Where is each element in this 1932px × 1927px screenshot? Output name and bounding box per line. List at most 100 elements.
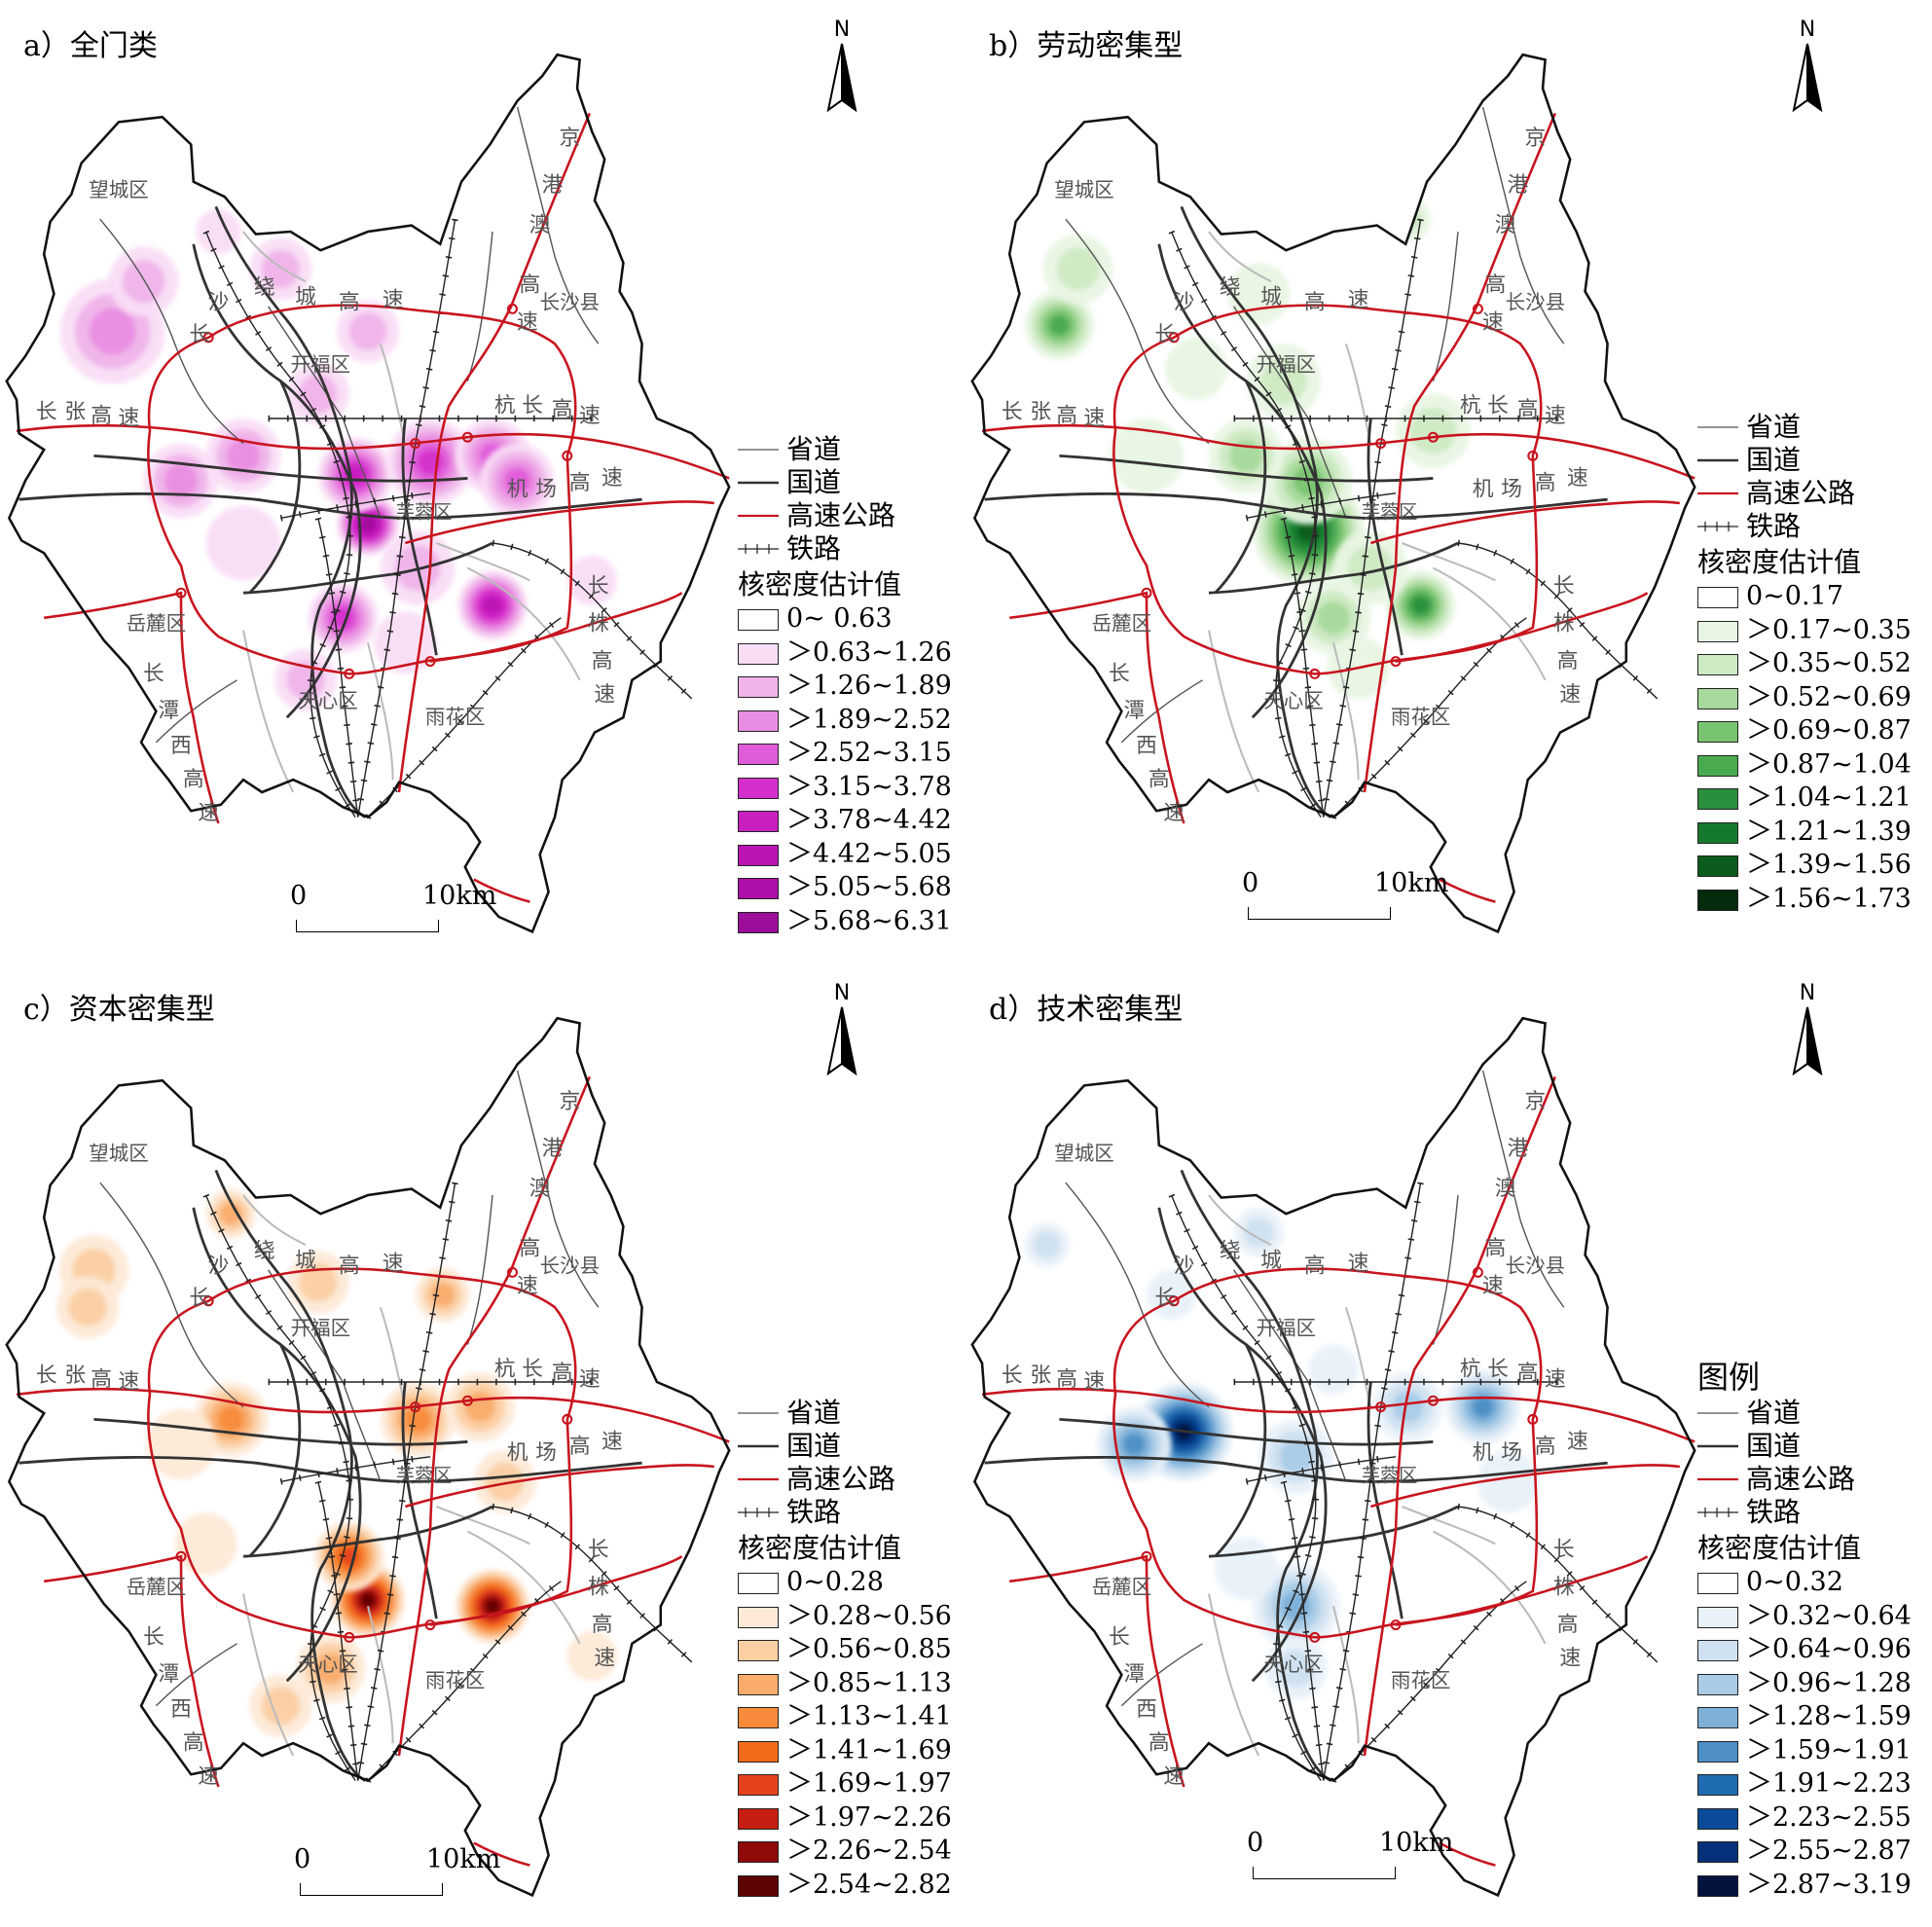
density-hotspot: [480, 443, 555, 519]
label-kaifu: 开福区: [291, 352, 350, 376]
expressway: [1009, 1554, 1185, 1788]
density-hotspot: [146, 1409, 216, 1479]
label-changtanxi-expressway: 速: [1163, 1764, 1185, 1789]
legend-heading: 图例: [1697, 1359, 1761, 1396]
label-changtanxi-expressway: 潭: [1123, 1662, 1145, 1687]
provincial-road: [1481, 106, 1565, 345]
city-boundary: [5, 1016, 731, 1898]
label-changtanxi-expressway: 高: [183, 1731, 204, 1756]
legend-class: ＞1.91~2.23: [1697, 1767, 1912, 1801]
legend-class: ＞2.52~3.15: [738, 737, 952, 771]
label-jinggang-expressway: 京: [559, 126, 580, 150]
label-airport-expressway: 场: [535, 477, 557, 501]
scale-bar-line: [1253, 1867, 1396, 1879]
density-hotspot: [205, 1188, 256, 1239]
north-arrow-icon: [826, 1006, 857, 1076]
national-road: [192, 1207, 362, 1683]
label-ring-expressway: 速: [1348, 288, 1369, 312]
legend-swatch: [738, 878, 779, 899]
legend-class: ＞1.26~1.89: [738, 670, 952, 704]
legend-class-label: ＞3.78~4.42: [786, 805, 952, 835]
density-hotspot: [1042, 234, 1113, 305]
legend-class: ＞0.28~0.56: [738, 1600, 952, 1634]
national-road: [1214, 1343, 1267, 1558]
label-changtanxi-expressway: 长: [143, 662, 164, 686]
north-arrow-icon: [1792, 43, 1823, 113]
label-changzhu-expressway: 长: [1553, 1538, 1575, 1562]
legend-swatch: [1697, 1707, 1738, 1728]
legend-class: 0~0.32: [1697, 1566, 1861, 1600]
north-arrow: N: [1778, 18, 1837, 115]
legend-swatch: [738, 744, 779, 765]
legend-symbol: [1697, 1508, 1738, 1517]
legend-railway: 铁路: [738, 532, 901, 565]
kde-heading: 核密度估计值: [1697, 546, 1862, 578]
label-jinggang-expressway: 澳: [529, 213, 551, 237]
expressway: [473, 878, 530, 903]
interchange: [506, 1266, 518, 1278]
provincial-road: [1120, 679, 1203, 744]
density-hotspot: [1109, 418, 1185, 493]
label-jinggang-expressway: 港: [1508, 173, 1529, 198]
national-road: [401, 1381, 438, 1619]
label-ring-expressway: 沙: [208, 290, 230, 314]
label-changzhang-expressway: 张: [1030, 400, 1051, 424]
label-jinggang-expressway: 澳: [529, 1177, 551, 1201]
interchange: [1141, 587, 1152, 599]
label-yuhua: 雨花区: [425, 1669, 485, 1692]
label-jinggang-expressway: 港: [1508, 1137, 1529, 1161]
label-ring-expressway: 速: [1348, 1252, 1369, 1276]
map-panel-b: 望城区 开福区 芙蓉区 岳麓区 雨花区 天心区 长沙县长沙绕城高速长张高速杭长高速机场高速京…: [966, 0, 1931, 964]
label-tianxin: 天心区: [1263, 689, 1323, 712]
national-road: [214, 1169, 367, 1782]
legend-class: ＞2.54~2.82: [738, 1869, 952, 1903]
legend-class-label: ＞2.55~2.87: [1746, 1836, 1912, 1866]
label-changzhang-expressway: 长: [1002, 1363, 1023, 1388]
density-hotspot: [566, 1631, 617, 1682]
map-canvas: 望城区开福区芙蓉区岳麓区雨花区天心区长沙县长沙绕城高速长张高速杭长高速机场高速京…: [970, 53, 1696, 934]
label-jinggang-expressway: 京: [1524, 126, 1546, 150]
label-jinggang-expressway: 港: [542, 1137, 564, 1161]
north-arrow: N: [813, 18, 871, 115]
legend-class: ＞0.17~0.35: [1697, 614, 1912, 648]
expressway: [397, 1075, 592, 1757]
label-hangchang-expressway: 高: [1517, 397, 1539, 421]
legend-expressway: 高速公路: [738, 1463, 901, 1496]
label-changsha-county: 长沙县: [1506, 1254, 1565, 1277]
legend-class: ＞2.87~3.19: [1697, 1869, 1912, 1903]
provincial-road: [516, 106, 600, 345]
density-hotspot: [1308, 1344, 1359, 1395]
label-ring-expressway: 沙: [1174, 1254, 1195, 1278]
expressway: [473, 1841, 530, 1867]
interchange: [1141, 1550, 1152, 1562]
label-ring-expressway: 高: [339, 290, 360, 314]
legend-class-label: ＞3.15~3.78: [786, 771, 952, 802]
expressway: [1395, 1555, 1649, 1626]
map-panel-c: 望城区 开福区 芙蓉区 岳麓区 雨花区 天心区 长沙县长沙绕城高速长张高速杭长高速机场高速京…: [0, 964, 966, 1927]
national-road: [192, 243, 362, 719]
legend-class-label: ＞0.69~0.87: [1746, 715, 1912, 745]
national-road: [1367, 418, 1403, 656]
label-changzhang-expressway: 高: [1056, 1367, 1077, 1392]
legend-class: ＞0.35~0.52: [1697, 647, 1912, 681]
national-road: [248, 380, 302, 595]
legend-national-road: 国道: [738, 1430, 901, 1463]
label-kaifu: 开福区: [1257, 1316, 1316, 1339]
label-jinggang-expressway: 澳: [1495, 1177, 1516, 1201]
label-changzhang-expressway: 长: [1002, 400, 1023, 424]
legend-class: ＞1.56~1.73: [1697, 883, 1912, 917]
railway-ticks: [279, 490, 431, 522]
north-arrow-icon: [826, 43, 857, 113]
label-ring-expressway: 沙: [1174, 290, 1195, 314]
label-tianxin: 天心区: [1263, 1653, 1323, 1676]
legend-label: 国道: [786, 1430, 842, 1462]
map-panel-a: 望城区 开福区 芙蓉区 岳麓区 雨花区 天心区 长沙县长沙绕城高速长张高速杭长高速机场高速京…: [0, 0, 966, 964]
label-changzhu-expressway: 长: [1553, 574, 1575, 599]
legend-class-label: ＞1.59~1.91: [1746, 1734, 1912, 1765]
legend-national-road: 国道: [1697, 1430, 1861, 1463]
legend-symbol: [738, 449, 779, 451]
national-road: [1214, 380, 1267, 595]
label-ring-expressway: 高: [1304, 290, 1326, 314]
label-ring-expressway: 绕: [254, 275, 275, 300]
national-road: [1157, 243, 1328, 719]
